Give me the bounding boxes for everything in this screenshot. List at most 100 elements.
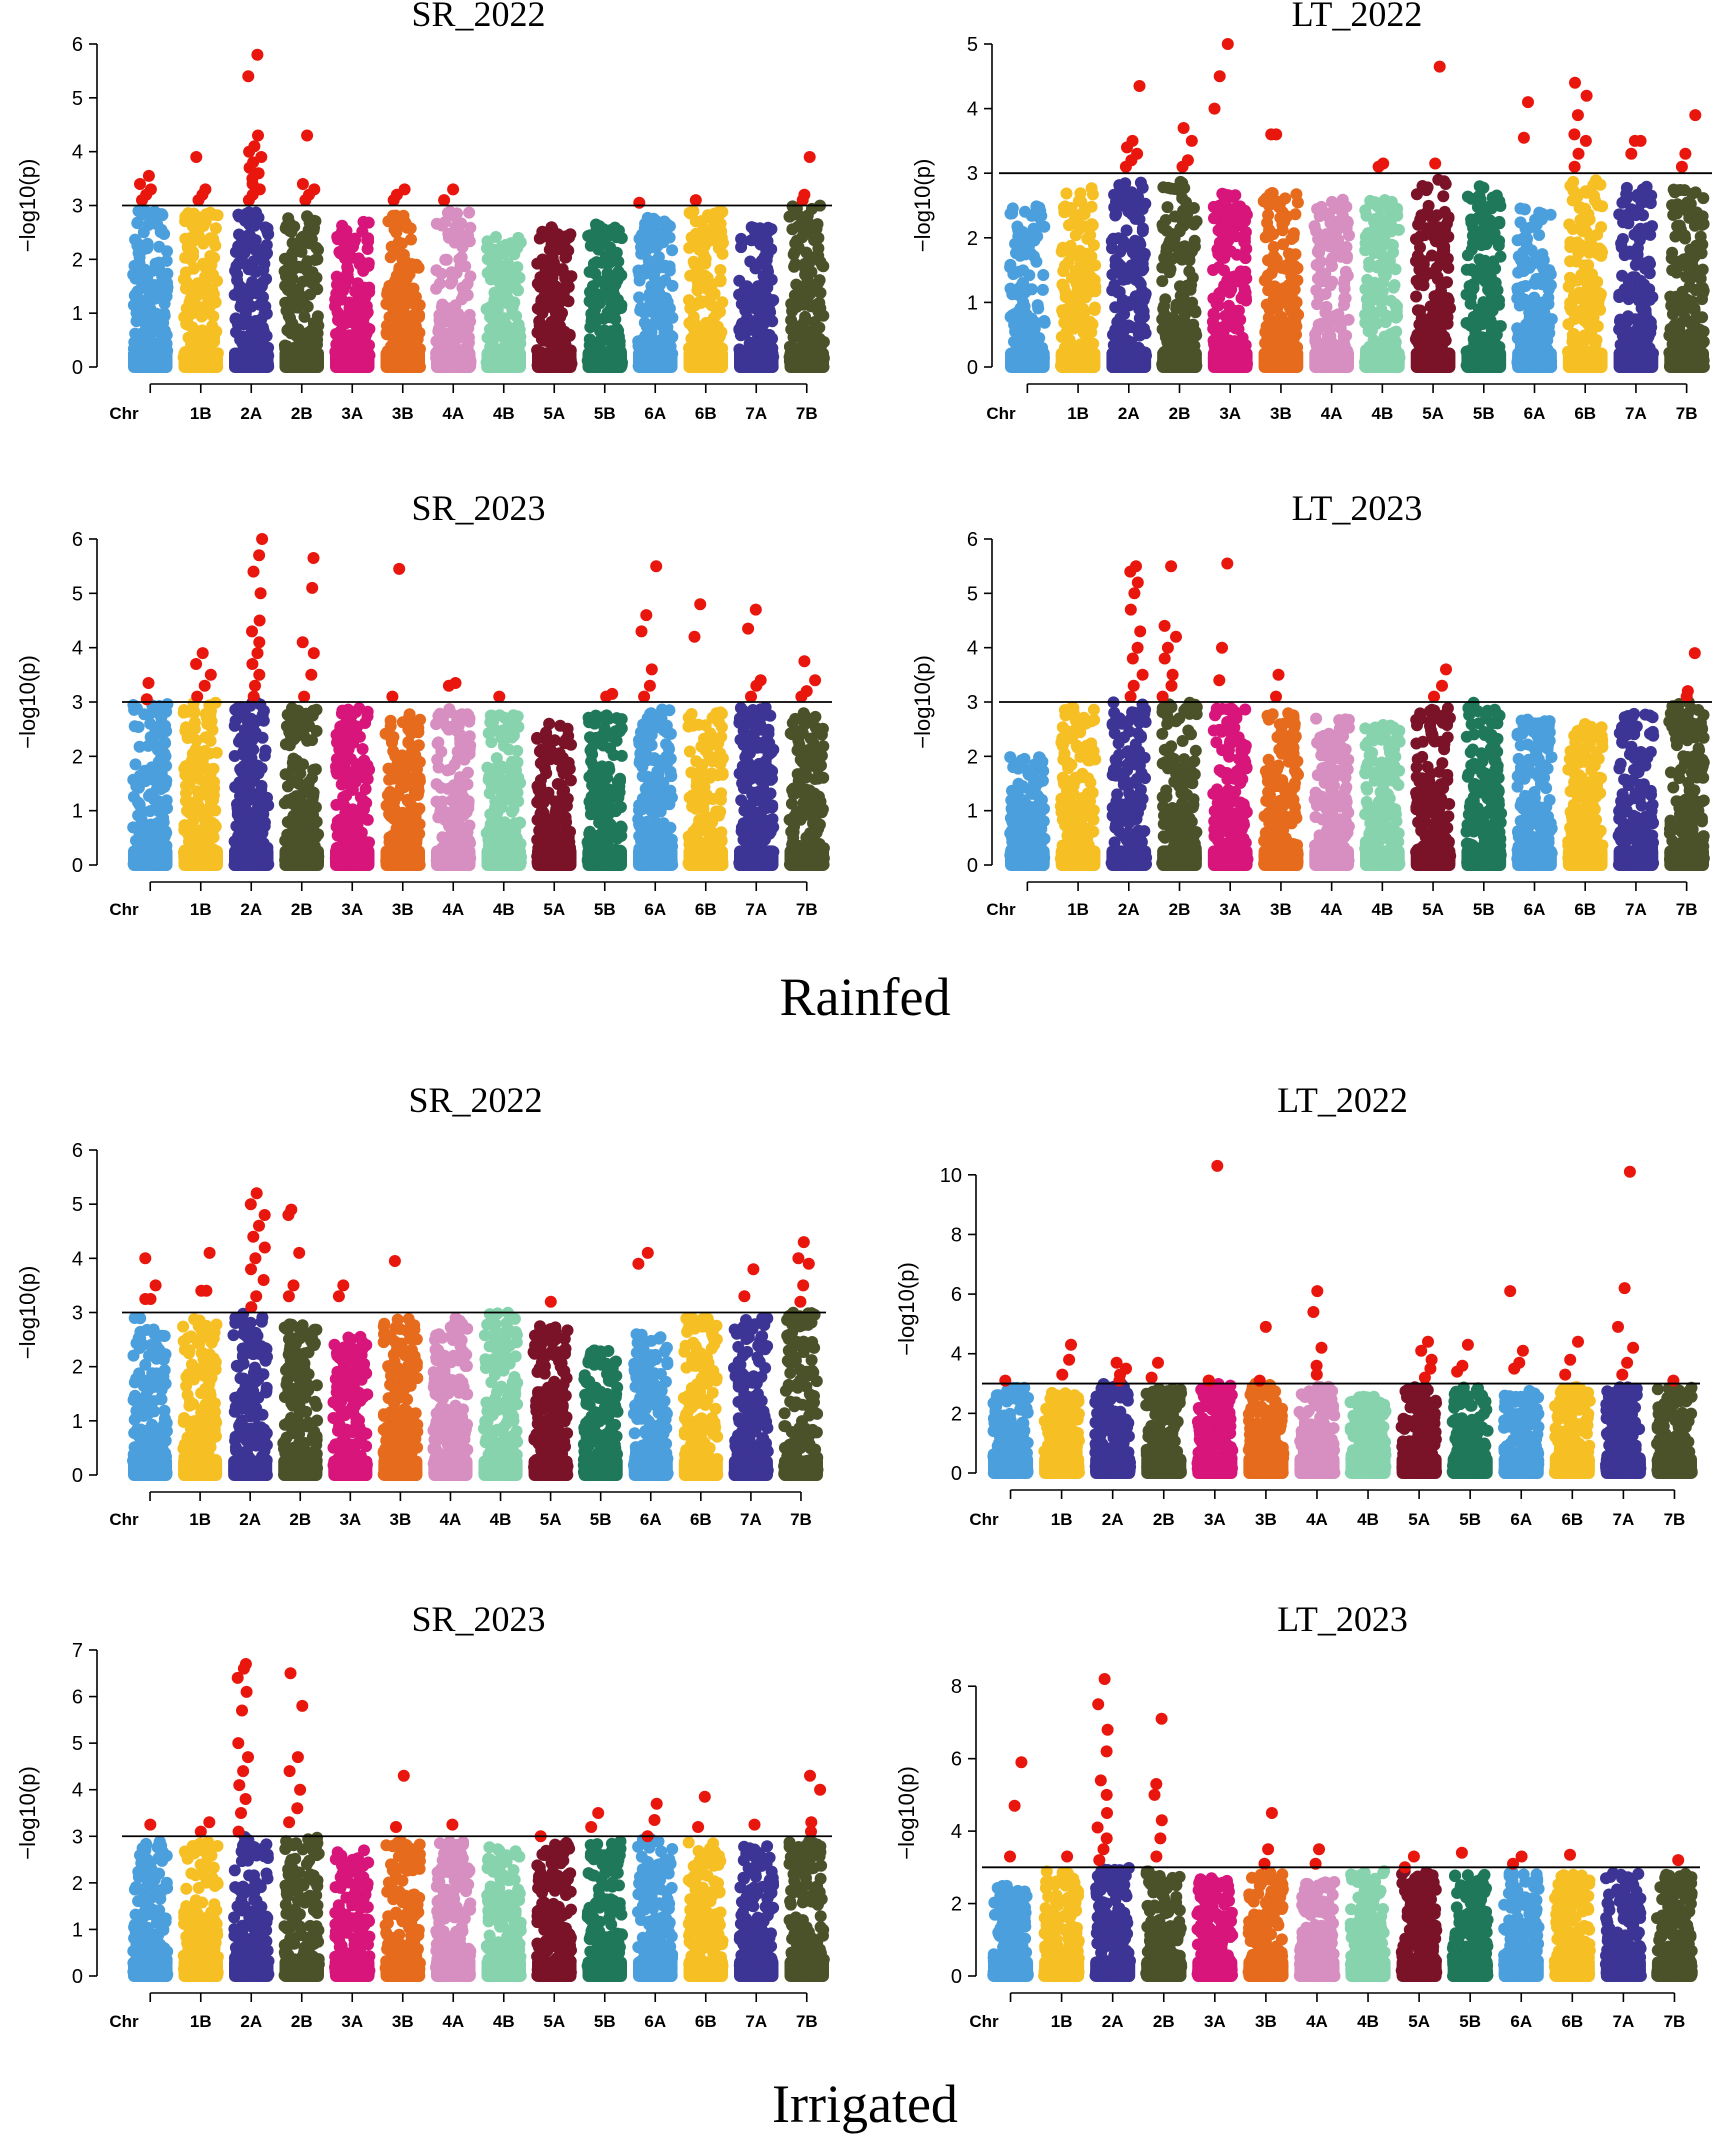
point [1274, 211, 1287, 224]
x-tick-label: 1B [190, 404, 212, 423]
point [1037, 347, 1050, 360]
point [1125, 259, 1138, 272]
point [797, 213, 810, 226]
point [1377, 276, 1389, 289]
point [153, 315, 166, 327]
point [1178, 182, 1191, 195]
point [790, 278, 803, 291]
point [531, 359, 544, 372]
point [310, 361, 323, 373]
point [1111, 286, 1124, 299]
point [1376, 249, 1389, 262]
point [1493, 195, 1506, 208]
y-tick-label: 3 [72, 196, 83, 218]
point [1526, 335, 1539, 348]
point [193, 278, 206, 291]
point [1484, 353, 1497, 366]
significant-point [1517, 131, 1530, 144]
point [1189, 325, 1202, 338]
point [1262, 209, 1275, 221]
point [786, 356, 799, 369]
point [238, 246, 251, 259]
significant-point [633, 196, 646, 209]
point [1435, 285, 1447, 298]
point [1432, 173, 1445, 186]
point [1341, 269, 1354, 282]
significant-point [1213, 70, 1226, 83]
y-tick-label: 0 [967, 357, 978, 379]
point [1492, 239, 1505, 252]
point [185, 349, 198, 361]
significant-point [689, 194, 702, 207]
point [341, 268, 354, 281]
y-tick-label: 2 [967, 228, 978, 250]
point [1525, 244, 1538, 257]
point [1180, 340, 1193, 353]
point [1511, 332, 1524, 345]
point [211, 274, 223, 287]
point [1060, 187, 1073, 200]
point [1538, 209, 1551, 222]
point [1220, 213, 1233, 226]
point [1631, 252, 1644, 264]
point [261, 225, 274, 238]
point [295, 245, 308, 258]
point [129, 288, 142, 301]
point [141, 237, 154, 250]
significant-point [798, 188, 811, 201]
point [1076, 343, 1089, 356]
point [1236, 331, 1249, 344]
point [298, 291, 311, 304]
point [1411, 304, 1424, 317]
point [1266, 328, 1279, 341]
point [430, 217, 443, 230]
point [1310, 259, 1323, 271]
significant-point [438, 194, 451, 207]
point [1135, 359, 1148, 372]
point [301, 210, 314, 223]
point [799, 334, 812, 347]
significant-point [255, 151, 268, 163]
significant-point [252, 167, 265, 180]
point [406, 309, 419, 322]
point [1631, 190, 1644, 203]
y-tick-label: 2 [72, 249, 83, 271]
significant-point [251, 48, 264, 61]
point [405, 233, 417, 246]
point [278, 339, 291, 352]
point [555, 336, 568, 349]
point [1564, 346, 1577, 358]
chromosome-1B [177, 151, 224, 373]
point [186, 321, 199, 334]
point [1290, 188, 1303, 201]
chromosome-1A [127, 169, 174, 373]
point [594, 361, 607, 373]
point [506, 275, 518, 287]
point [588, 228, 601, 241]
point [763, 329, 776, 341]
point [1541, 334, 1554, 347]
point [1156, 360, 1169, 373]
point [1427, 300, 1440, 312]
point [1573, 286, 1586, 299]
point [1466, 229, 1479, 242]
point [744, 255, 757, 268]
point [159, 344, 172, 357]
point [1086, 188, 1099, 201]
point [1070, 249, 1083, 262]
point [592, 274, 605, 287]
chromosome-6A [632, 196, 679, 373]
significant-point [1126, 134, 1139, 147]
point [1077, 220, 1090, 233]
point [1108, 188, 1121, 201]
point [158, 270, 171, 283]
point [392, 236, 405, 249]
point [209, 222, 222, 235]
x-tick-label: 4B [493, 404, 515, 423]
chromosome-5B [581, 218, 628, 373]
significant-point [1625, 147, 1638, 160]
point [1425, 320, 1438, 332]
x-tick-label: 6A [644, 404, 666, 423]
point [611, 272, 624, 285]
point [601, 306, 614, 319]
